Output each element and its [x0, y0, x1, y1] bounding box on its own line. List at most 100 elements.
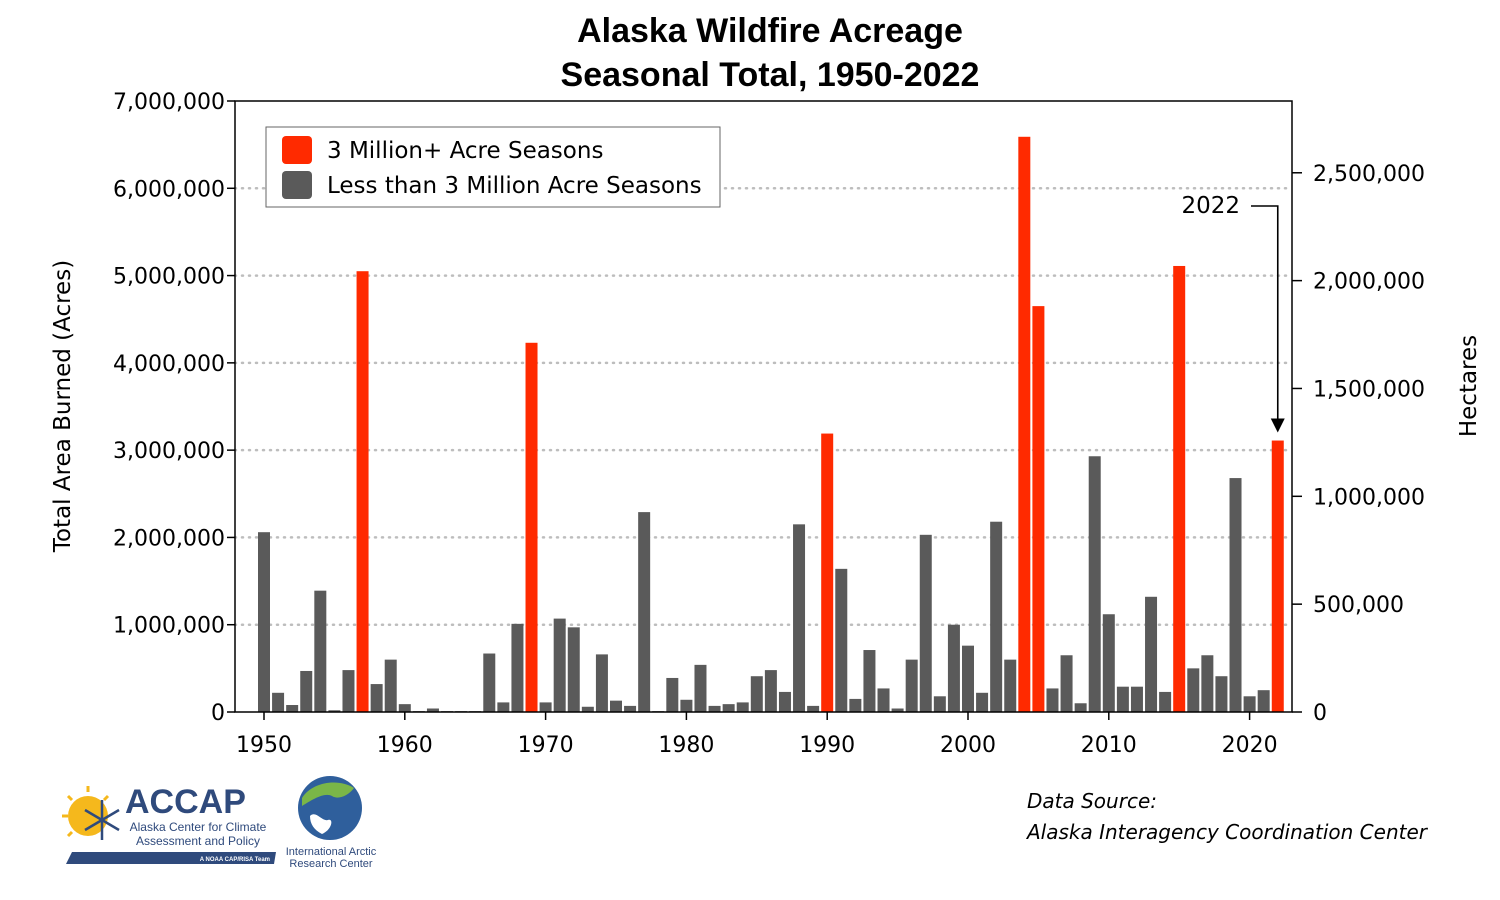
- gridlines: [233, 187, 1294, 626]
- bar-under-3m: [1229, 478, 1242, 712]
- accap-subtitle-1: Alaska Center for Climate: [130, 820, 267, 834]
- bar-under-3m: [1088, 456, 1101, 712]
- data-source: Data Source: Alaska Interagency Coordina…: [1027, 786, 1427, 848]
- annotation-arrowhead: [1270, 418, 1285, 433]
- iarc-line-2: Research Center: [289, 858, 372, 870]
- bar-under-3m: [1102, 614, 1115, 712]
- chart-title-line-1: Alaska Wildfire Acreage: [577, 12, 963, 50]
- bar-under-3m: [736, 702, 749, 712]
- bar-3m-plus: [525, 342, 538, 712]
- bar-under-3m: [370, 684, 383, 712]
- bar-under-3m: [595, 654, 608, 712]
- annotation-2022: 2022: [1181, 193, 1285, 433]
- bar-under-3m: [272, 692, 285, 712]
- globe-ice-icon: [310, 814, 332, 834]
- bar-under-3m: [624, 705, 637, 712]
- tick-labels: 0 1,000,000 2,000,000 3,000,000 4,000,000 5,0…: [113, 90, 1425, 758]
- x-tick-label: 1950: [236, 733, 292, 758]
- bar-under-3m: [553, 618, 566, 712]
- bar-under-3m: [1243, 696, 1256, 712]
- bar-under-3m: [863, 650, 876, 712]
- bar-under-3m: [962, 645, 974, 712]
- x-tick-label: 1960: [377, 733, 433, 758]
- bar-3m-plus: [821, 433, 834, 712]
- bar-under-3m: [947, 624, 960, 712]
- bar-under-3m: [835, 568, 848, 712]
- y-axis-title-right: Hectares: [1456, 335, 1482, 437]
- legend-label-red: 3 Million+ Acre Seasons: [327, 138, 603, 164]
- bar-under-3m: [1004, 659, 1017, 712]
- x-tick-label: 1970: [518, 733, 574, 758]
- x-tick-label: 1990: [799, 733, 855, 758]
- bar-under-3m: [933, 696, 946, 712]
- y-tick-label-left: 6,000,000: [113, 177, 225, 202]
- legend: 3 Million+ Acre Seasons Less than 3 Mill…: [265, 126, 721, 208]
- bar-under-3m: [1187, 668, 1200, 712]
- y-tick-label-right: 1,000,000: [1313, 485, 1425, 510]
- iarc-logo: International Arctic Research Center: [286, 776, 377, 870]
- y-tick-label-right: 0: [1313, 701, 1327, 726]
- accap-tag: A NOAA CAP/RISA Team: [200, 857, 270, 863]
- x-tick-label: 2000: [940, 733, 996, 758]
- bars: [258, 136, 1284, 713]
- bar-under-3m: [976, 692, 989, 712]
- accap-logo: ACCAP Alaska Center for Climate Assessme…: [62, 783, 276, 864]
- bar-under-3m: [708, 705, 721, 712]
- axes: [227, 100, 1302, 720]
- bar-under-3m: [511, 623, 524, 712]
- legend-label-gray: Less than 3 Million Acre Seasons: [327, 173, 702, 199]
- bar-under-3m: [384, 659, 397, 712]
- bar-under-3m: [426, 708, 439, 712]
- bar-under-3m: [398, 704, 411, 712]
- bar-under-3m: [497, 702, 510, 712]
- bar-3m-plus: [1271, 440, 1284, 712]
- globe-land-icon: [302, 782, 354, 806]
- bar-3m-plus: [1032, 306, 1045, 712]
- bar-under-3m: [905, 659, 918, 712]
- accap-name: ACCAP: [125, 783, 246, 821]
- x-tick-label: 2010: [1081, 733, 1137, 758]
- y-axis-title-left: Total Area Burned (Acres): [50, 260, 76, 553]
- legend-swatch-gray: [282, 171, 312, 199]
- y-tick-label-left: 1,000,000: [113, 614, 225, 639]
- bar-under-3m: [1201, 655, 1214, 712]
- bar-under-3m: [891, 708, 904, 712]
- bar-under-3m: [1145, 596, 1158, 712]
- y-tick-label-left: 3,000,000: [113, 439, 225, 464]
- data-source-name: Alaska Interagency Coordination Center: [1027, 820, 1427, 844]
- y-tick-label-left: 2,000,000: [113, 526, 225, 551]
- y-tick-label-right: 1,500,000: [1313, 377, 1425, 402]
- legend-swatch-red: [282, 136, 312, 164]
- y-tick-label-left: 5,000,000: [113, 265, 225, 290]
- plot-frame: [234, 100, 1293, 713]
- bar-under-3m: [722, 704, 735, 712]
- bar-3m-plus: [1173, 265, 1186, 712]
- bar-under-3m: [638, 512, 651, 712]
- iarc-line-1: International Arctic: [286, 846, 377, 858]
- y-tick-label-left: 7,000,000: [113, 90, 225, 115]
- accap-subtitle-2: Assessment and Policy: [136, 834, 260, 848]
- bar-under-3m: [764, 670, 777, 712]
- y-tick-label-left: 0: [211, 701, 225, 726]
- bar-under-3m: [539, 702, 552, 712]
- bar-under-3m: [750, 676, 763, 712]
- accap-tag-band: [66, 852, 276, 864]
- bar-under-3m: [258, 532, 270, 712]
- bar-under-3m: [1116, 686, 1129, 712]
- bar-3m-plus: [356, 271, 369, 712]
- sun-icon: [68, 796, 108, 836]
- annotation-arrow: [1251, 205, 1279, 421]
- bar-3m-plus: [1018, 136, 1031, 713]
- sun-rays-icon: [62, 786, 110, 838]
- data-source-label: Data Source:: [1027, 789, 1157, 813]
- bar-under-3m: [567, 627, 580, 712]
- bar-under-3m: [1060, 655, 1073, 712]
- bar-under-3m: [849, 698, 862, 712]
- bar-under-3m: [483, 653, 496, 712]
- bar-under-3m: [314, 590, 327, 712]
- chart-title-line-2: Seasonal Total, 1950-2022: [561, 56, 980, 94]
- bar-under-3m: [680, 699, 693, 712]
- bar-under-3m: [1130, 686, 1143, 712]
- x-tick-label: 1980: [658, 733, 714, 758]
